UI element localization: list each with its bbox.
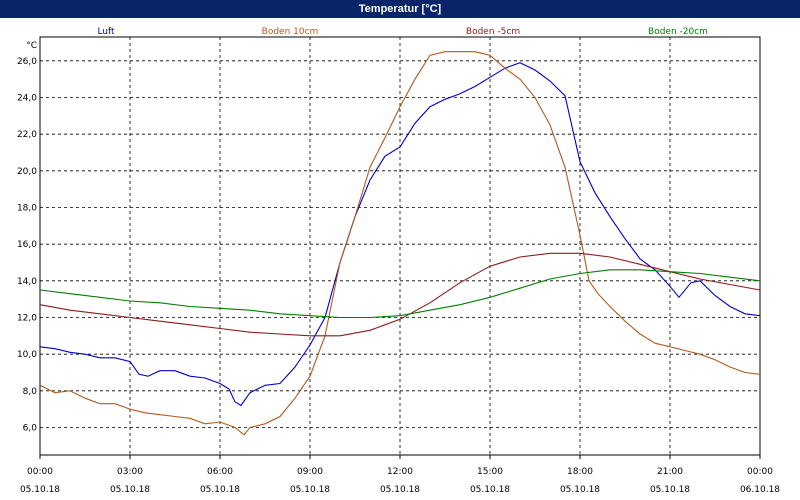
y-tick-label: 14,0 — [17, 277, 37, 287]
x-tick-time: 18:00 — [567, 467, 593, 477]
y-tick-label: 20,0 — [17, 167, 37, 177]
x-tick-date: 05.10.18 — [380, 485, 420, 495]
x-tick-date: 05.10.18 — [650, 485, 690, 495]
y-tick-label: 22,0 — [17, 130, 37, 140]
x-tick-date: 05.10.18 — [110, 485, 150, 495]
legend-entry: Boden -20cm — [648, 27, 708, 37]
x-tick-time: 00:00 — [747, 467, 773, 477]
x-tick-date: 05.10.18 — [200, 485, 240, 495]
x-tick-date: 05.10.18 — [20, 485, 60, 495]
x-tick-time: 21:00 — [657, 467, 683, 477]
y-tick-label: 10,0 — [17, 350, 37, 360]
legend-entry: Boden 10cm — [262, 27, 319, 37]
y-axis-unit: °C — [26, 41, 37, 51]
series-line-boden-10cm — [39, 51, 761, 436]
series-line-luft — [39, 62, 761, 407]
y-tick-label: 16,0 — [17, 240, 37, 250]
series-line-boden-5cm — [39, 252, 761, 337]
x-tick-date: 05.10.18 — [560, 485, 600, 495]
series-line-boden-20cm — [39, 269, 761, 319]
y-tick-label: 12,0 — [17, 314, 37, 324]
y-tick-label: 6,0 — [23, 424, 38, 434]
y-tick-label: 26,0 — [17, 57, 37, 67]
window-title: Temperatur [°C] — [0, 0, 800, 18]
y-tick-label: 8,0 — [23, 387, 38, 397]
x-tick-time: 00:00 — [27, 467, 53, 477]
legend-entry: Luft — [97, 27, 115, 37]
legend-entry: Boden -5cm — [466, 27, 520, 37]
x-tick-time: 12:00 — [387, 467, 413, 477]
x-tick-time: 15:00 — [477, 467, 503, 477]
x-tick-date: 05.10.18 — [470, 485, 510, 495]
x-tick-time: 09:00 — [297, 467, 323, 477]
x-tick-date: 05.10.18 — [290, 485, 330, 495]
x-tick-time: 03:00 — [117, 467, 143, 477]
y-tick-label: 18,0 — [17, 204, 37, 214]
x-tick-date: 06.10.18 — [740, 485, 780, 495]
x-tick-time: 06:00 — [207, 467, 233, 477]
y-tick-label: 24,0 — [17, 94, 37, 104]
